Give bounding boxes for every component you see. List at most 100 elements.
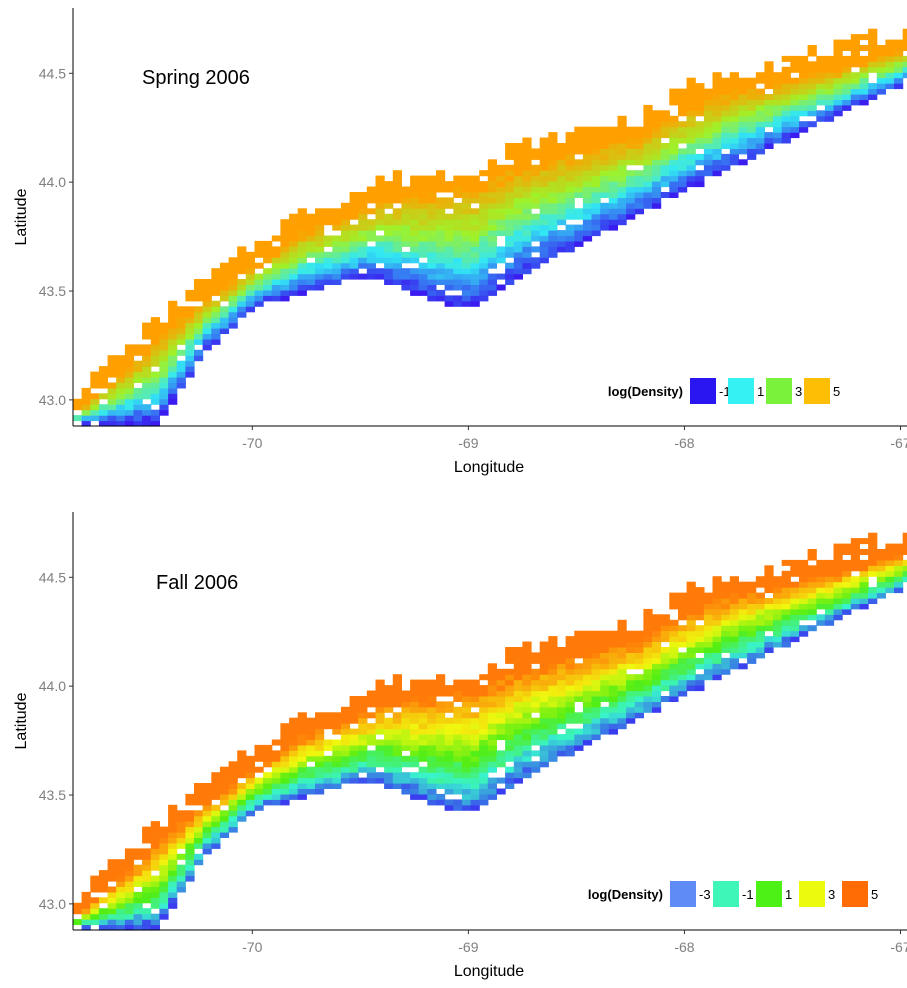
density-cell <box>695 126 705 133</box>
density-cell <box>332 744 342 751</box>
density-cell <box>496 728 506 735</box>
density-cell <box>98 881 109 887</box>
density-cell <box>487 663 497 670</box>
density-cell <box>505 164 515 171</box>
density-cell <box>289 761 299 768</box>
density-cell <box>194 799 204 806</box>
density-cell <box>98 409 109 416</box>
density-cell <box>444 750 454 757</box>
density-cell <box>773 72 783 79</box>
density-cell <box>194 826 204 833</box>
density-cell <box>660 115 670 122</box>
density-cell <box>807 608 817 615</box>
density-cell <box>548 744 558 751</box>
density-cell <box>479 279 489 285</box>
density-cell <box>194 295 204 302</box>
density-cell <box>712 636 722 643</box>
density-cell <box>479 257 489 264</box>
density-cell <box>470 744 480 751</box>
density-cell <box>73 404 83 411</box>
density-cell <box>738 77 748 84</box>
density-cell <box>781 115 791 122</box>
density-cell <box>712 137 722 144</box>
density-cell <box>799 608 809 615</box>
density-cell <box>427 240 437 247</box>
density-cell <box>539 685 549 692</box>
density-cell <box>522 679 532 686</box>
density-cell <box>384 744 394 751</box>
density-cell <box>539 734 549 741</box>
density-cell <box>107 393 117 400</box>
density-cell <box>885 45 895 51</box>
density-cell <box>392 701 402 708</box>
density-cell <box>453 186 463 193</box>
density-cell <box>375 772 385 779</box>
density-cell <box>660 630 670 637</box>
density-cell <box>90 881 100 887</box>
density-cell <box>652 652 662 659</box>
density-cell <box>894 77 904 84</box>
density-cell <box>885 581 895 588</box>
density-cell <box>634 641 644 648</box>
density-cell <box>124 919 135 926</box>
density-cell <box>513 761 523 768</box>
density-cell <box>824 608 835 615</box>
density-cell <box>522 696 532 702</box>
density-cell <box>686 164 696 171</box>
density-cell <box>107 864 117 871</box>
density-cell <box>816 66 826 73</box>
density-cell <box>513 230 523 237</box>
density-cell <box>332 717 342 724</box>
density-cell <box>522 766 532 773</box>
density-cell <box>150 387 160 394</box>
density-cell <box>531 723 541 730</box>
density-cell <box>142 328 152 334</box>
density-cell <box>159 382 169 389</box>
density-cell <box>410 202 420 209</box>
density-cell <box>461 230 472 237</box>
density-cell <box>738 608 748 615</box>
density-cell <box>436 739 446 746</box>
density-cell <box>496 777 506 784</box>
density-cell <box>280 279 290 285</box>
density-cell <box>591 126 601 133</box>
density-cell <box>574 696 584 702</box>
density-cell <box>306 723 316 730</box>
density-cell <box>332 273 342 280</box>
density-cell <box>150 881 160 887</box>
density-cell <box>124 366 135 373</box>
density-cell <box>557 685 567 692</box>
density-cell <box>340 739 351 746</box>
density-cell <box>427 208 437 215</box>
density-cell <box>868 559 878 566</box>
density-cell <box>824 570 835 577</box>
density-cell <box>660 685 670 692</box>
density-cell <box>643 614 653 621</box>
density-cell <box>315 273 325 280</box>
density-cell <box>721 619 731 626</box>
density-cell <box>600 143 610 149</box>
density-cell <box>410 717 420 724</box>
density-cell <box>237 279 247 285</box>
density-cell <box>574 668 584 675</box>
density-cell <box>453 208 463 215</box>
density-cell <box>703 137 714 144</box>
density-cell <box>271 777 281 784</box>
density-cell <box>634 132 644 139</box>
density-cell <box>738 104 748 111</box>
density-cell <box>643 679 653 686</box>
density-cell <box>660 625 670 632</box>
density-cell <box>453 772 463 779</box>
density-cell <box>384 279 394 285</box>
density-cell <box>721 630 731 637</box>
density-cell <box>617 121 627 128</box>
density-cell <box>315 257 325 264</box>
density-cell <box>384 723 394 730</box>
density-cell <box>729 115 739 122</box>
density-cell <box>340 213 351 220</box>
density-cell <box>505 652 515 659</box>
density-cell <box>228 810 238 817</box>
density-cell <box>548 739 558 746</box>
legend-swatch <box>799 881 825 907</box>
density-cell <box>176 842 186 849</box>
